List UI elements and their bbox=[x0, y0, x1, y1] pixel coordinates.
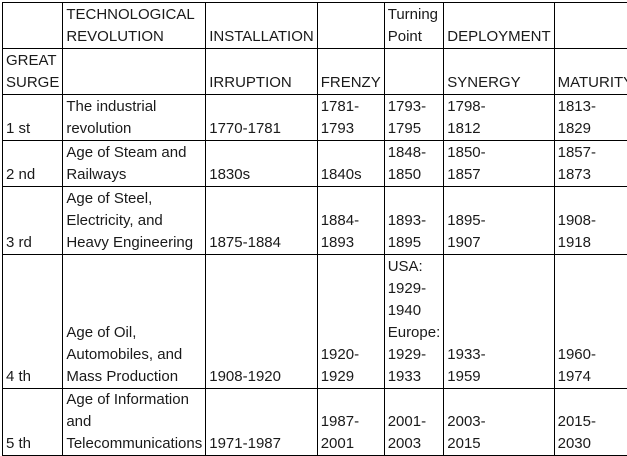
header-maturity: MATURITY bbox=[554, 49, 627, 95]
table-cell: 1908-1920 bbox=[206, 255, 317, 389]
table-cell: 1987- 2001 bbox=[317, 389, 384, 456]
table-cell: 1960- 1974 bbox=[554, 255, 627, 389]
table-cell: Age of Information and Telecommunication… bbox=[63, 389, 206, 456]
table-cell: 1884- 1893 bbox=[317, 187, 384, 255]
header-technological-revolution: TECHNOLOGICAL REVOLUTION bbox=[63, 3, 206, 49]
table-cell: 1971-1987 bbox=[206, 389, 317, 456]
table-row: 1 st The industrial revolution 1770-1781… bbox=[3, 95, 627, 141]
table-cell: 5 th bbox=[3, 389, 63, 456]
table-cell: Age of Steam and Railways bbox=[63, 141, 206, 187]
table-cell: Age of Steel, Electricity, and Heavy Eng… bbox=[63, 187, 206, 255]
table-cell: 1933- 1959 bbox=[444, 255, 554, 389]
table-cell: Age of Oil, Automobiles, and Mass Produc… bbox=[63, 255, 206, 389]
header-installation: INSTALLATION bbox=[206, 3, 317, 49]
table-row: 5 th Age of Information and Telecommunic… bbox=[3, 389, 627, 456]
header-deployment: DEPLOYMENT bbox=[444, 3, 554, 49]
table-cell: USA: 1929- 1940 Europe: 1929- 1933 bbox=[384, 255, 444, 389]
header-row-2: GREAT SURGE IRRUPTION FRENZY SYNERGY MAT… bbox=[3, 49, 627, 95]
table-cell: 1793- 1795 bbox=[384, 95, 444, 141]
header-cell bbox=[554, 3, 627, 49]
table-cell: 2003- 2015 bbox=[444, 389, 554, 456]
table-cell: 1798- 1812 bbox=[444, 95, 554, 141]
header-turning-point: Turning Point bbox=[384, 3, 444, 49]
header-cell bbox=[317, 3, 384, 49]
header-cell bbox=[63, 49, 206, 95]
table-cell: 1908- 1918 bbox=[554, 187, 627, 255]
table-cell: 2001- 2003 bbox=[384, 389, 444, 456]
header-synergy: SYNERGY bbox=[444, 49, 554, 95]
header-irruption: IRRUPTION bbox=[206, 49, 317, 95]
table-row: 4 th Age of Oil, Automobiles, and Mass P… bbox=[3, 255, 627, 389]
table-cell: 1857- 1873 bbox=[554, 141, 627, 187]
table-cell: 1840s bbox=[317, 141, 384, 187]
table-cell: The industrial revolution bbox=[63, 95, 206, 141]
table-cell: 1895- 1907 bbox=[444, 187, 554, 255]
table-row: 2 nd Age of Steam and Railways 1830s 184… bbox=[3, 141, 627, 187]
table-cell: 2015- 2030 bbox=[554, 389, 627, 456]
table-cell: 1920- 1929 bbox=[317, 255, 384, 389]
table-cell: 1770-1781 bbox=[206, 95, 317, 141]
header-row-1: TECHNOLOGICAL REVOLUTION INSTALLATION Tu… bbox=[3, 3, 627, 49]
table-cell: 2 nd bbox=[3, 141, 63, 187]
table-cell: 1830s bbox=[206, 141, 317, 187]
table-cell: 1848- 1850 bbox=[384, 141, 444, 187]
header-cell bbox=[384, 49, 444, 95]
table-cell: 1 st bbox=[3, 95, 63, 141]
table-cell: 1850- 1857 bbox=[444, 141, 554, 187]
table-row: 3 rd Age of Steel, Electricity, and Heav… bbox=[3, 187, 627, 255]
table-cell: 1875-1884 bbox=[206, 187, 317, 255]
table-cell: 1781- 1793 bbox=[317, 95, 384, 141]
header-great-surge: GREAT SURGE bbox=[3, 49, 63, 95]
header-cell bbox=[3, 3, 63, 49]
table-cell: 4 th bbox=[3, 255, 63, 389]
header-frenzy: FRENZY bbox=[317, 49, 384, 95]
table-cell: 1893- 1895 bbox=[384, 187, 444, 255]
table-cell: 3 rd bbox=[3, 187, 63, 255]
table-cell: 1813- 1829 bbox=[554, 95, 627, 141]
